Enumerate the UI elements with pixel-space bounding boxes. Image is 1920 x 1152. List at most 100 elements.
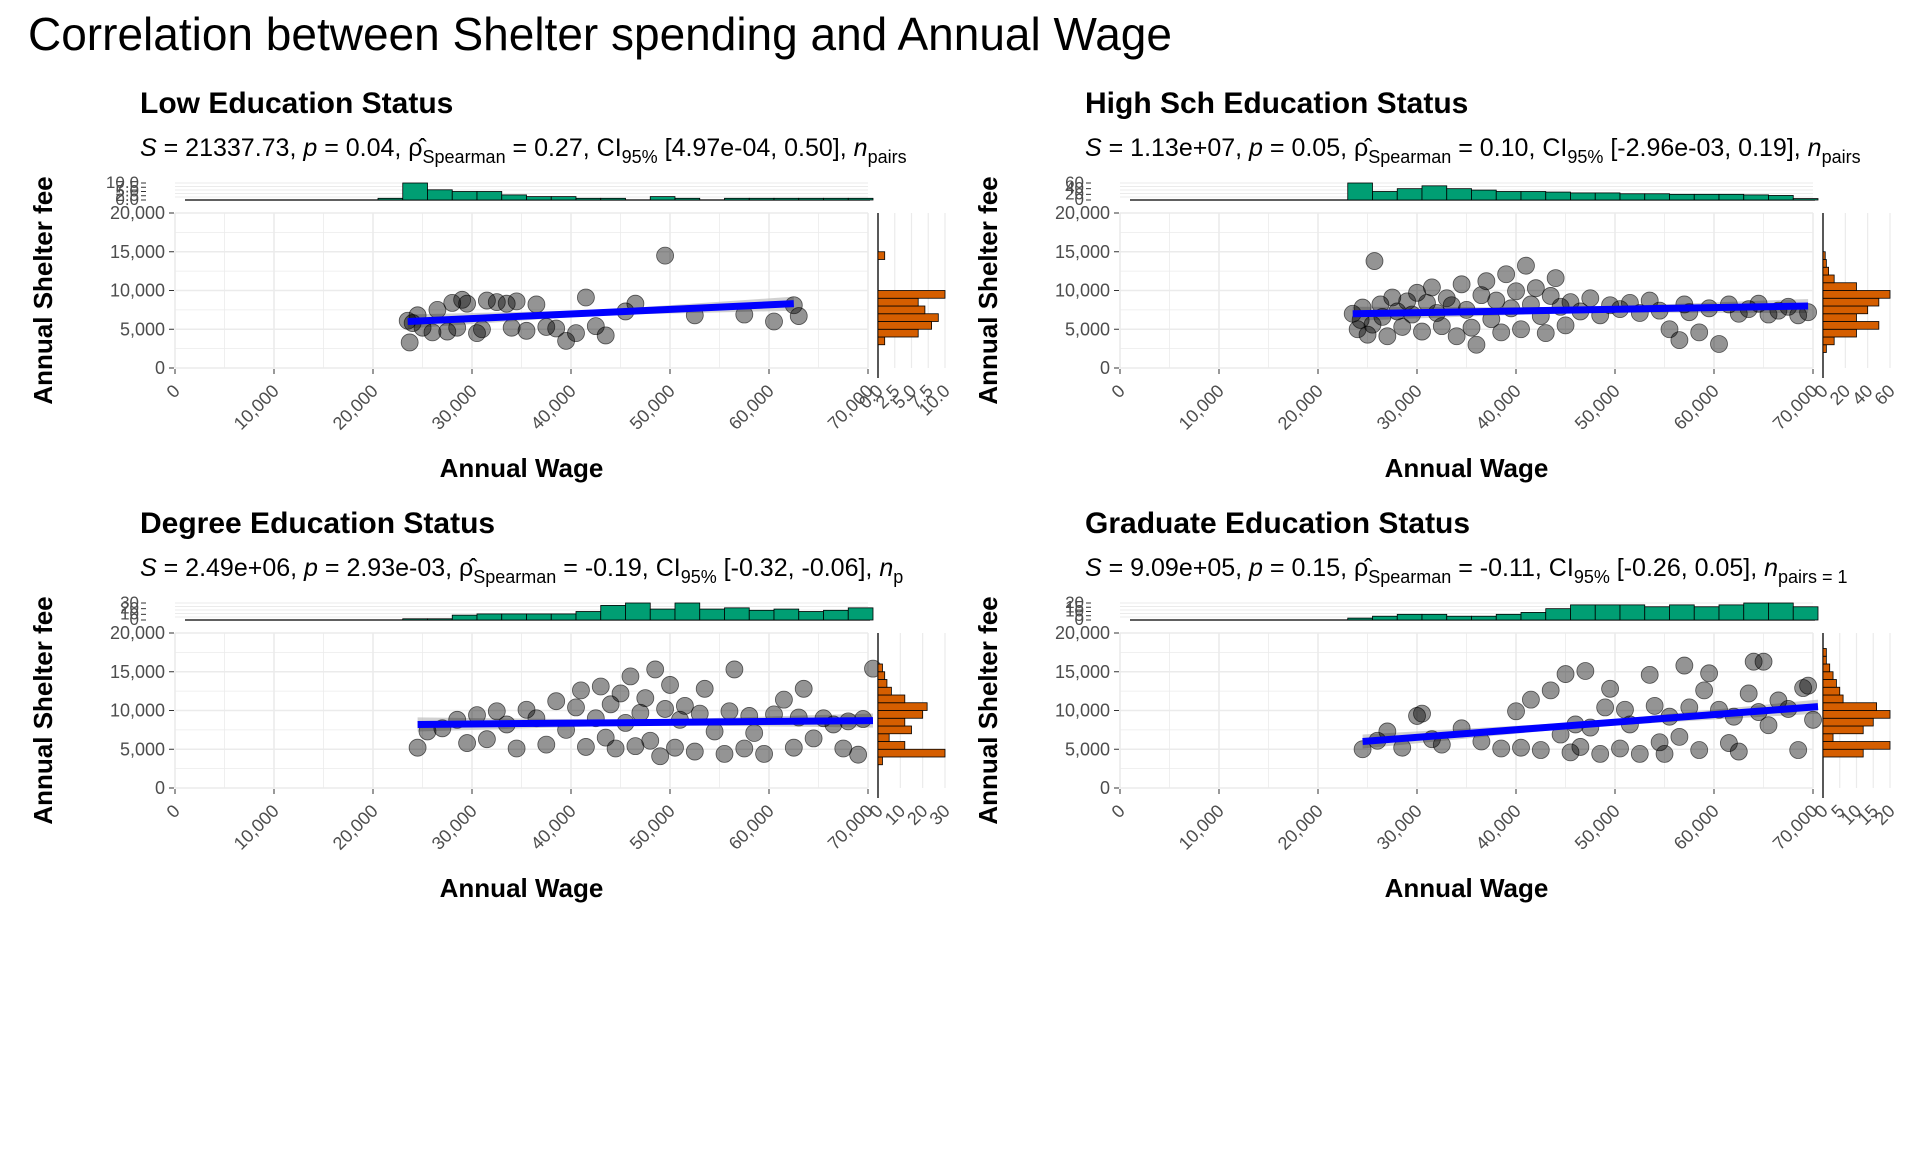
y-hist-bar xyxy=(877,305,926,315)
scatter-point xyxy=(547,319,566,338)
y-hist-bar xyxy=(877,694,906,704)
y-tick-label: 15,000 xyxy=(110,242,165,262)
y-hist-bar xyxy=(877,671,886,680)
x-tick-label: 10,000 xyxy=(230,381,283,434)
scatter-point xyxy=(1611,739,1629,758)
x-hist-bar xyxy=(1619,193,1646,201)
x-tick-label: 50,000 xyxy=(626,381,679,434)
x-hist-bar xyxy=(476,191,503,201)
fit-line xyxy=(1352,302,1809,318)
x-hist-bar xyxy=(798,611,824,621)
x-hist-bar xyxy=(1768,602,1794,621)
panel-title: Degree Education Status xyxy=(140,507,495,540)
scatter-point xyxy=(527,295,546,314)
y-hist-bar xyxy=(1822,274,1835,284)
scatter-point xyxy=(1487,291,1506,310)
x-hist-bar xyxy=(1372,615,1398,621)
y-hist-bar xyxy=(877,710,924,719)
scatter-points xyxy=(1343,252,1817,354)
y-hist-bar xyxy=(877,717,906,727)
x-hist-bar xyxy=(1594,604,1621,621)
scatter-point xyxy=(765,312,783,331)
scatter-point xyxy=(1432,317,1451,336)
x-hist-tick-label: 10.0 xyxy=(106,173,139,192)
scatter-point xyxy=(567,698,585,717)
x-hist-bar xyxy=(1669,604,1695,621)
scatter-points xyxy=(1353,652,1822,763)
x-tick-label: 50,000 xyxy=(1571,381,1624,434)
x-hist-bar xyxy=(1619,604,1646,621)
scatter-point xyxy=(1413,322,1431,341)
y-marginal-histogram: 0.02.55.07.510.0 xyxy=(855,213,954,420)
y-hist-bar xyxy=(1822,321,1880,330)
x-hist-bar xyxy=(1644,606,1670,621)
x-hist-bar xyxy=(1545,191,1571,201)
y-hist-bar xyxy=(1822,694,1844,704)
scatter-point xyxy=(715,744,734,763)
scatter-point xyxy=(794,679,813,698)
y-tick-label: 5,000 xyxy=(120,319,165,339)
x-hist-tick-label: 10 xyxy=(1065,602,1084,621)
scatter-point xyxy=(1670,331,1689,350)
y-tick-label: 5,000 xyxy=(120,739,165,759)
x-tick-label: 50,000 xyxy=(626,801,679,854)
scatter-point xyxy=(1789,741,1808,759)
scatter-point xyxy=(1556,665,1575,683)
y-hist-bar xyxy=(1822,710,1891,719)
scatter-point xyxy=(572,681,590,700)
y-tick-label: 20,000 xyxy=(1055,203,1110,223)
scatter-point xyxy=(775,690,793,709)
scatter-point xyxy=(656,700,674,718)
x-hist-bar xyxy=(1520,191,1547,201)
y-hist-bar xyxy=(1822,344,1827,353)
y-tick-label: 20,000 xyxy=(1055,623,1110,643)
fit-line xyxy=(417,717,874,728)
y-hist-bar xyxy=(1822,671,1834,680)
scatter-point xyxy=(477,730,496,749)
scatter-point xyxy=(1690,741,1709,759)
x-hist-bar xyxy=(847,197,874,201)
x-tick-label: 40,000 xyxy=(527,381,580,434)
scatter-point xyxy=(705,722,724,741)
x-hist-tick-label: 5 xyxy=(1075,606,1084,625)
x-hist-bar xyxy=(1446,188,1472,201)
x-hist-bar xyxy=(798,197,824,201)
y-hist-bar xyxy=(877,741,906,750)
x-axis-label: Annual Wage xyxy=(440,453,604,483)
y-hist-bar xyxy=(877,679,888,688)
scatter-point xyxy=(1675,656,1694,675)
scatter-point xyxy=(1512,320,1530,339)
scatter-point xyxy=(1365,252,1384,270)
y-hist-bar xyxy=(1822,259,1827,268)
scatter-point xyxy=(1739,684,1758,703)
scatter-point xyxy=(577,738,595,756)
y-tick-label: 15,000 xyxy=(1055,662,1110,682)
y-axis-label: Annual Shelter fee xyxy=(973,596,1003,824)
x-hist-bar xyxy=(724,607,750,621)
x-tick-label: 60,000 xyxy=(1670,381,1723,434)
x-hist-bar xyxy=(600,605,626,621)
scatter-point xyxy=(606,739,625,758)
x-hist-bar xyxy=(501,613,527,621)
grid xyxy=(174,632,869,789)
scatter-point xyxy=(586,317,605,336)
x-tick-label: 0 xyxy=(163,801,184,822)
scatter-point xyxy=(725,660,744,679)
x-hist-bar xyxy=(1396,188,1423,201)
scatter-point xyxy=(1546,269,1565,288)
x-hist-tick-label: 15 xyxy=(1065,597,1084,616)
x-hist-bar xyxy=(847,607,874,621)
scatter-point xyxy=(745,724,764,742)
y-hist-bar xyxy=(1822,725,1864,735)
x-hist-bar xyxy=(773,608,800,621)
x-marginal-histogram: 0.02.55.07.510.0 xyxy=(106,173,874,209)
scatter-point xyxy=(547,692,566,711)
y-hist-bar xyxy=(877,733,890,742)
y-hist-bar xyxy=(1822,282,1857,291)
scatter-point xyxy=(596,326,615,345)
scatter-point xyxy=(477,291,496,310)
panel-subtitle: S = 21337.73, p = 0.04, ρ̂Spearman = 0.2… xyxy=(140,134,907,167)
x-hist-bar xyxy=(649,608,676,621)
x-hist-tick-label: 0 xyxy=(1075,610,1084,629)
scatter-point xyxy=(1492,739,1511,758)
